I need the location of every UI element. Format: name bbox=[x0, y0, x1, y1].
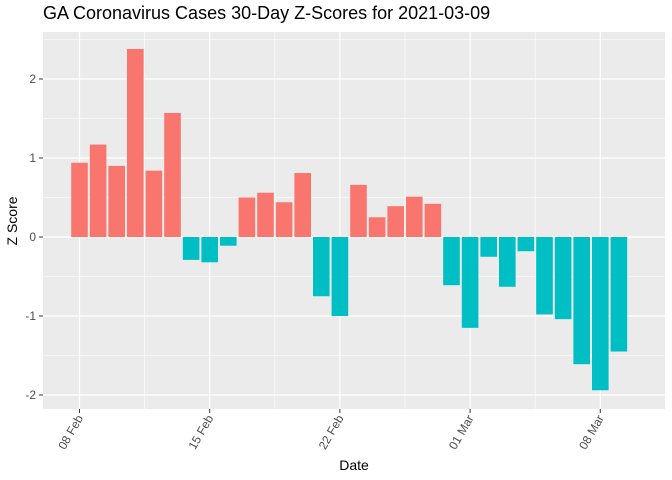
bar bbox=[313, 237, 330, 297]
bar bbox=[350, 184, 367, 237]
y-tick-label: -2 bbox=[25, 388, 36, 402]
bar bbox=[368, 217, 386, 237]
y-axis-title: Z Score bbox=[4, 196, 20, 245]
y-tick-label: 2 bbox=[29, 72, 36, 86]
bar bbox=[536, 237, 553, 315]
bar bbox=[461, 237, 479, 328]
y-tick-label: 1 bbox=[29, 151, 36, 165]
grid-minor bbox=[43, 32, 665, 409]
bar bbox=[387, 206, 404, 237]
bar bbox=[257, 192, 274, 237]
bar bbox=[238, 197, 256, 237]
bar bbox=[480, 237, 497, 257]
bar bbox=[517, 237, 535, 252]
y-tick-label: -1 bbox=[25, 309, 36, 323]
x-axis-ticks: 08 Feb 15 Feb 22 Feb 01 Mar 08 Mar bbox=[55, 409, 607, 452]
bar bbox=[145, 170, 163, 237]
x-axis-title: Date bbox=[339, 457, 369, 473]
bar bbox=[71, 162, 88, 237]
bar bbox=[499, 237, 516, 287]
bar bbox=[573, 237, 590, 365]
bar bbox=[164, 112, 181, 237]
y-axis-ticks: -2 -1 0 1 2 bbox=[25, 72, 43, 402]
bar bbox=[610, 237, 628, 352]
x-tick-label: 01 Mar bbox=[446, 413, 477, 452]
bar bbox=[275, 202, 293, 237]
bar bbox=[294, 173, 311, 237]
bar bbox=[424, 203, 442, 237]
bars bbox=[71, 48, 628, 391]
bar bbox=[127, 48, 144, 238]
bar bbox=[554, 237, 572, 320]
x-tick-label: 08 Mar bbox=[576, 413, 607, 452]
bar bbox=[331, 237, 349, 316]
bar bbox=[201, 237, 218, 263]
bar bbox=[443, 237, 460, 286]
chart-title: GA Coronavirus Cases 30-Day Z-Scores for… bbox=[43, 3, 491, 23]
bar bbox=[89, 144, 107, 237]
y-tick-label: 0 bbox=[29, 230, 36, 244]
x-tick-label: 15 Feb bbox=[185, 412, 216, 452]
bar bbox=[220, 237, 237, 246]
bar bbox=[182, 237, 200, 260]
bar bbox=[406, 196, 423, 237]
x-tick-label: 08 Feb bbox=[55, 412, 86, 452]
x-tick-label: 22 Feb bbox=[316, 412, 347, 452]
bar bbox=[108, 165, 125, 237]
bar bbox=[592, 237, 609, 391]
